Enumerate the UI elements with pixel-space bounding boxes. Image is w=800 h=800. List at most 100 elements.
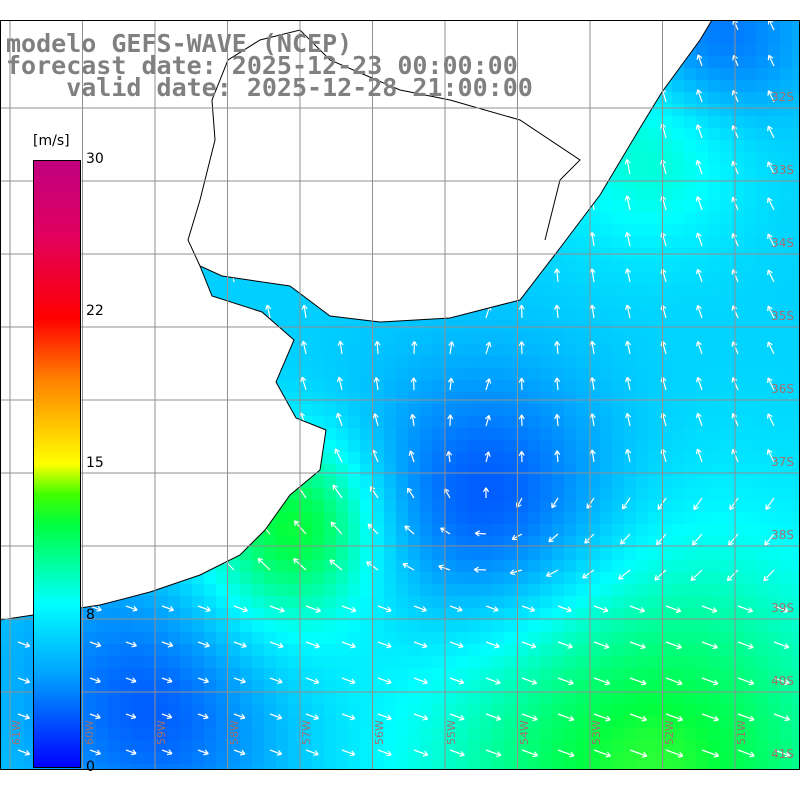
wind-arrow [485,749,502,758]
wind-arrow [17,713,31,720]
longitude-label: 52W [662,720,676,745]
wind-arrow [412,196,419,211]
wind-arrow [269,641,284,649]
wind-arrow [624,158,631,175]
colorbar-unit: [m/s] [33,133,70,149]
wind-arrow [161,641,174,648]
wind-arrow [621,497,631,510]
wind-arrow [695,304,703,319]
wind-arrow [17,641,31,648]
wind-arrow [767,305,775,319]
wind-arrow [265,304,272,319]
wind-arrow [197,713,209,720]
wind-arrow [518,450,525,463]
wind-arrow [125,677,137,684]
wind-arrow [154,449,163,463]
wind-arrow [695,340,703,355]
wind-arrow [161,605,175,612]
wind-arrow [553,123,561,139]
wind-arrow [191,341,199,355]
wind-arrow [156,305,163,319]
wind-arrow [485,641,500,649]
wind-arrow [89,677,101,684]
wind-arrow [695,196,703,211]
wind-arrow [226,412,235,427]
wind-arrow [629,749,648,758]
wind-arrow [728,533,739,546]
wind-arrow [8,559,19,571]
wind-arrow [117,486,127,499]
wind-arrow [701,605,718,613]
wind-arrow [10,450,19,463]
wind-arrow [84,196,91,211]
wind-arrow [660,53,667,67]
wind-arrow [737,641,754,650]
wind-arrow [118,450,127,463]
wind-arrow [557,713,575,722]
wind-arrow [665,605,682,613]
wind-arrow [410,377,417,391]
wind-arrow [119,377,127,391]
wind-arrow [125,641,138,648]
wind-arrow [624,231,631,247]
wind-arrow [557,605,572,613]
colorbar-label: 22 [86,303,104,319]
wind-arrow [624,195,631,211]
wind-arrow [233,749,246,756]
wind-arrow [582,569,595,579]
wind-arrow [767,233,775,247]
wind-arrow [227,377,235,391]
wind-arrow [161,749,173,756]
wind-arrow [121,124,128,139]
wind-arrow [374,340,381,355]
longitude-label: 51W [735,720,748,745]
longitude-label: 59W [155,720,168,745]
wind-arrow [557,749,575,758]
wind-arrow [157,160,164,175]
wind-arrow [233,713,246,720]
wind-arrow [266,124,274,139]
wind-arrow [12,233,19,247]
wind-arrow [191,377,199,391]
wind-arrow [11,305,19,319]
wind-arrow [341,713,356,721]
wind-arrow [412,232,419,247]
wind-arrow [518,196,525,211]
wind-arrow [695,268,703,283]
wind-arrow [269,677,283,685]
wind-arrow [223,521,235,535]
wind-arrow [17,677,31,684]
wind-arrow [339,196,346,211]
wind-arrow [413,749,429,757]
wind-arrow [85,124,92,139]
wind-arrow [404,525,415,535]
wind-arrow [625,376,632,391]
wind-arrow [773,641,790,649]
wind-arrow [302,160,310,175]
wind-arrow [152,559,163,571]
wind-arrow [701,749,720,758]
wind-arrow [473,566,487,573]
wind-arrow [446,450,453,463]
wind-arrow [259,483,271,499]
wind-arrow [447,377,454,391]
wind-arrow [624,268,631,283]
wind-arrow [554,232,561,247]
wind-arrow [485,124,492,139]
longitude-label: 56W [372,720,386,745]
wind-arrow [402,563,415,571]
wind-arrow [593,749,612,758]
colorbar-label: 0 [86,759,95,775]
wind-arrow [767,269,775,283]
wind-arrow [372,413,379,427]
wind-arrow [375,268,382,283]
wind-arrow [233,605,248,613]
wind-arrow [266,160,273,175]
wind-arrow [409,413,416,427]
wind-arrow [553,52,561,67]
wind-arrow [586,497,595,509]
colorbar-label: 15 [86,455,104,471]
wind-arrow [197,677,210,684]
wind-arrow [767,125,775,139]
wind-arrow [554,341,561,355]
